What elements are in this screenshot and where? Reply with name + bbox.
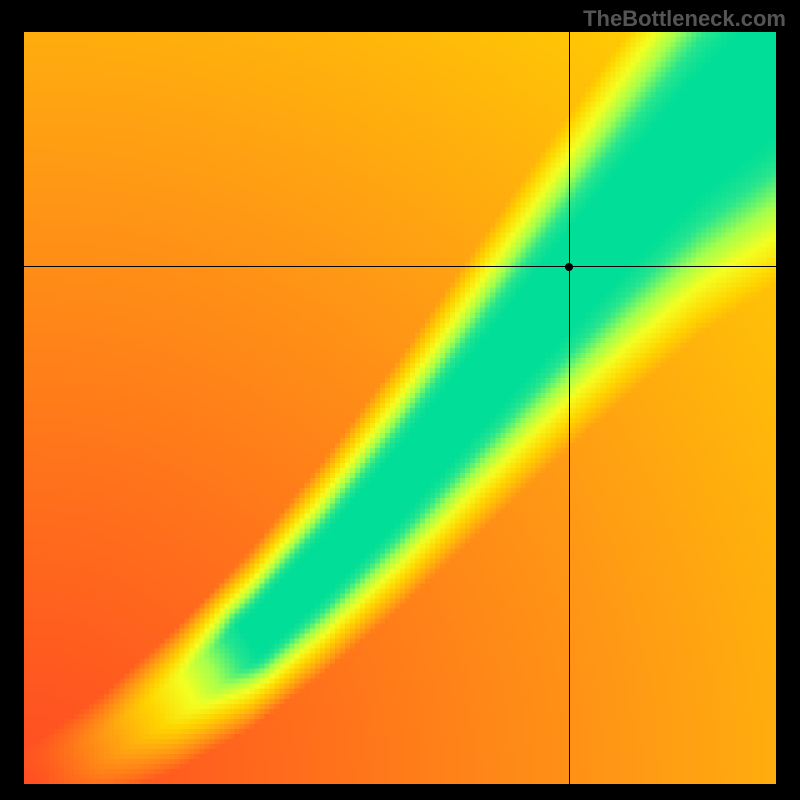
crosshair-vertical-line: [569, 32, 570, 784]
bottleneck-heatmap: [24, 32, 776, 784]
crosshair-marker-dot: [565, 263, 573, 271]
chart-container: TheBottleneck.com: [0, 0, 800, 800]
crosshair-horizontal-line: [24, 266, 776, 267]
watermark-text: TheBottleneck.com: [583, 6, 786, 32]
